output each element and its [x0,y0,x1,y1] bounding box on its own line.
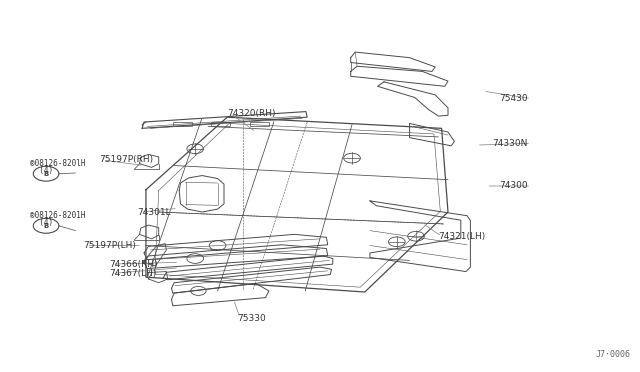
Text: 75430: 75430 [499,94,528,103]
Text: 74330N: 74330N [493,139,528,148]
Text: (4): (4) [30,166,53,174]
Text: 74366(RH): 74366(RH) [109,260,157,269]
Text: ®08126-8201H: ®08126-8201H [30,211,86,220]
Text: 75197P(LH): 75197P(LH) [83,241,136,250]
Text: J7·0006: J7·0006 [595,350,630,359]
Text: 75197P(RH): 75197P(RH) [99,155,154,164]
Text: 74301L: 74301L [138,208,172,217]
Text: ®08126-820lH: ®08126-820lH [30,159,86,168]
Text: 75330: 75330 [237,314,266,323]
Text: 74367(LH): 74367(LH) [109,269,156,278]
Text: 74320(RH): 74320(RH) [227,109,276,118]
Text: B: B [44,171,49,177]
Text: (4): (4) [30,218,53,227]
Text: 74300: 74300 [499,182,528,190]
Text: 74321(LH): 74321(LH) [438,232,486,241]
Text: B: B [44,223,49,229]
